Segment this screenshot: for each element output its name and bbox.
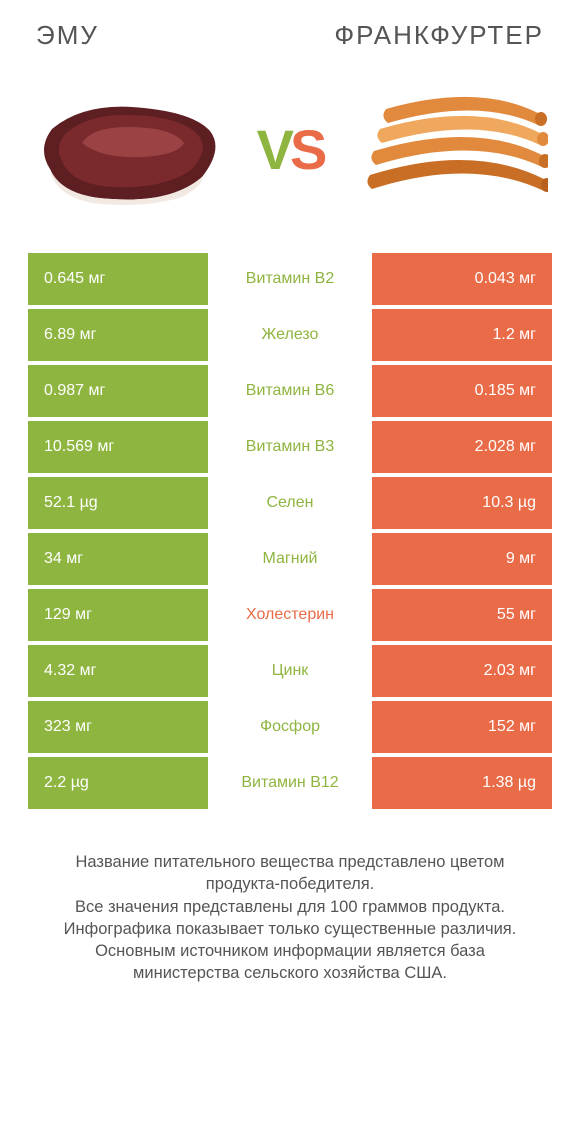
right-value-cell: 152 мг <box>372 701 552 753</box>
nutrient-label: Фосфор <box>208 701 372 753</box>
left-value-cell: 323 мг <box>28 701 208 753</box>
hero-row: V S <box>28 69 552 229</box>
footer-line: Название питательного вещества представл… <box>40 851 540 896</box>
sausage-icon <box>358 89 548 219</box>
footer-line: Все значения представлены для 100 граммо… <box>40 896 540 918</box>
nutrient-label: Железо <box>208 309 372 361</box>
footer-line: Основным источником информации является … <box>40 940 540 985</box>
nutrient-label: Селен <box>208 477 372 529</box>
vs-label: V S <box>257 117 324 182</box>
nutrient-label: Магний <box>208 533 372 585</box>
table-row: 0.645 мгВитамин B20.043 мг <box>28 253 552 305</box>
left-value-cell: 34 мг <box>28 533 208 585</box>
nutrient-label: Витамин B12 <box>208 757 372 809</box>
right-value-cell: 2.03 мг <box>372 645 552 697</box>
left-value-cell: 2.2 µg <box>28 757 208 809</box>
table-row: 34 мгМагний9 мг <box>28 533 552 585</box>
header: ЭМУ ФРАНКФУРТЕР <box>28 20 552 69</box>
left-product-image <box>32 79 232 219</box>
right-value-cell: 2.028 мг <box>372 421 552 473</box>
left-value-cell: 0.987 мг <box>28 365 208 417</box>
nutrient-label: Витамин B6 <box>208 365 372 417</box>
infographic-container: ЭМУ ФРАНКФУРТЕР V S <box>0 0 580 985</box>
right-value-cell: 0.185 мг <box>372 365 552 417</box>
left-value-cell: 10.569 мг <box>28 421 208 473</box>
left-value-cell: 129 мг <box>28 589 208 641</box>
left-value-cell: 4.32 мг <box>28 645 208 697</box>
table-row: 2.2 µgВитамин B121.38 µg <box>28 757 552 809</box>
right-value-cell: 1.2 мг <box>372 309 552 361</box>
right-value-cell: 9 мг <box>372 533 552 585</box>
table-row: 0.987 мгВитамин B60.185 мг <box>28 365 552 417</box>
right-product-title: ФРАНКФУРТЕР <box>334 20 544 51</box>
left-value-cell: 52.1 µg <box>28 477 208 529</box>
table-row: 4.32 мгЦинк2.03 мг <box>28 645 552 697</box>
table-row: 129 мгХолестерин55 мг <box>28 589 552 641</box>
meat-icon <box>32 99 222 209</box>
footer-notes: Название питательного вещества представл… <box>28 851 552 985</box>
right-value-cell: 1.38 µg <box>372 757 552 809</box>
left-product-title: ЭМУ <box>36 20 99 51</box>
footer-line: Инфографика показывает только существенн… <box>40 918 540 940</box>
right-value-cell: 10.3 µg <box>372 477 552 529</box>
nutrient-label: Витамин B3 <box>208 421 372 473</box>
comparison-table: 0.645 мгВитамин B20.043 мг6.89 мгЖелезо1… <box>28 253 552 809</box>
left-value-cell: 6.89 мг <box>28 309 208 361</box>
table-row: 323 мгФосфор152 мг <box>28 701 552 753</box>
right-product-image <box>348 79 548 219</box>
vs-s: S <box>290 117 323 182</box>
table-row: 52.1 µgСелен10.3 µg <box>28 477 552 529</box>
table-row: 10.569 мгВитамин B32.028 мг <box>28 421 552 473</box>
nutrient-label: Витамин B2 <box>208 253 372 305</box>
left-value-cell: 0.645 мг <box>28 253 208 305</box>
table-row: 6.89 мгЖелезо1.2 мг <box>28 309 552 361</box>
nutrient-label: Холестерин <box>208 589 372 641</box>
nutrient-label: Цинк <box>208 645 372 697</box>
right-value-cell: 0.043 мг <box>372 253 552 305</box>
vs-v: V <box>257 117 290 182</box>
right-value-cell: 55 мг <box>372 589 552 641</box>
